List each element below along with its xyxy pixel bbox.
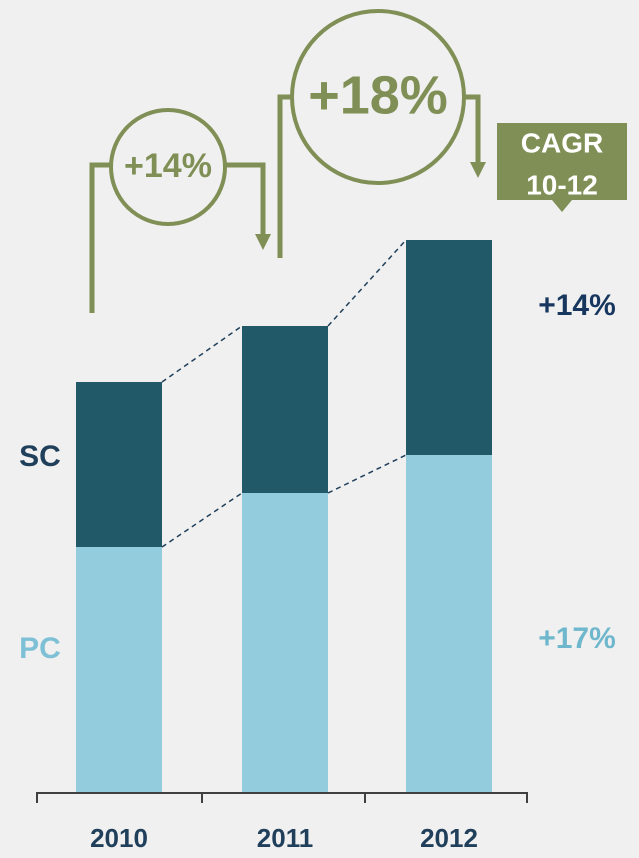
arrow-head: [470, 162, 486, 178]
bar-segment: [76, 382, 162, 547]
growth-circle: [290, 9, 466, 185]
legend-label: SC: [19, 440, 61, 473]
x-tick-label: 2010: [90, 823, 148, 853]
connector-line: [327, 454, 407, 494]
cagr-label: 10-12: [526, 169, 598, 200]
cagr-label: CAGR: [521, 127, 603, 158]
growth-label: +18%: [308, 65, 448, 125]
bar-segment: [406, 240, 492, 455]
bar-segment: [242, 493, 328, 793]
series-cagr: +14%: [538, 289, 616, 322]
bar-segment: [242, 326, 328, 493]
legend-label: PC: [19, 632, 61, 665]
connector-line: [161, 325, 243, 383]
arrow-head: [255, 234, 271, 250]
bar-segment: [406, 455, 492, 793]
series-cagr: +17%: [538, 622, 616, 655]
connector-line: [327, 239, 407, 327]
x-tick-label: 2011: [257, 823, 313, 853]
cagr-banner: [497, 123, 627, 212]
growth-label: +14%: [124, 147, 212, 185]
growth-circle: [109, 108, 227, 226]
bar-segment: [76, 547, 162, 793]
connector-line: [161, 492, 243, 548]
x-tick-label: 2012: [420, 823, 478, 853]
